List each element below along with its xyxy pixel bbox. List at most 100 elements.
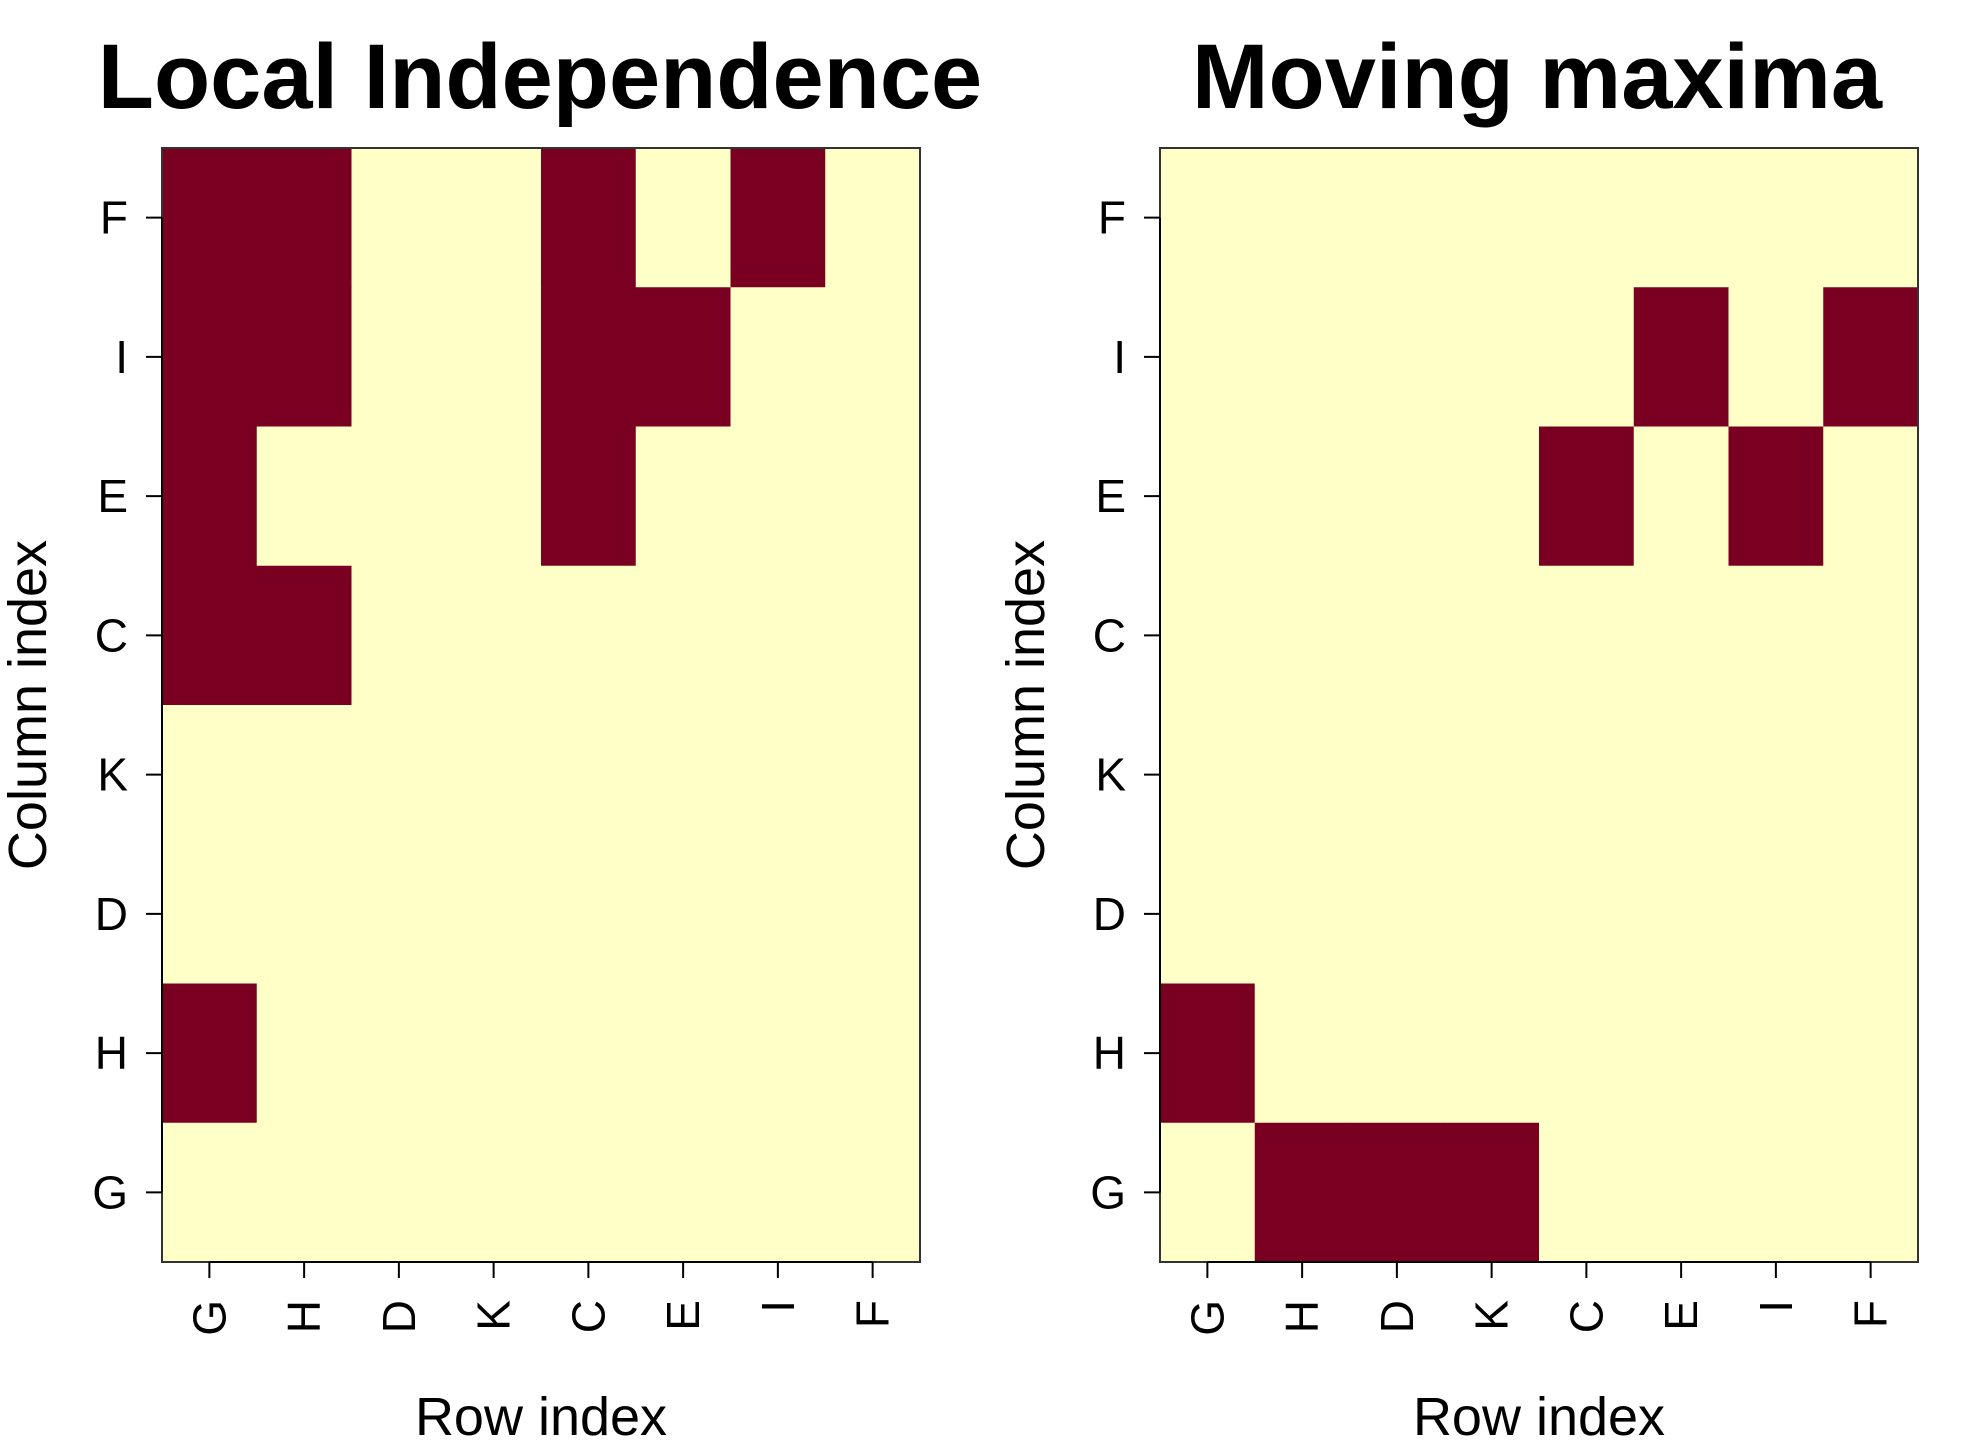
right-x-tick-label-C: C — [1560, 1300, 1612, 1333]
right-cell-F-H — [1254, 148, 1351, 288]
right-cell-C-E — [1633, 565, 1730, 706]
right-y-tick-label-E: E — [1095, 470, 1126, 522]
right-cell-D-C — [1539, 844, 1635, 985]
left-y-tick-label-F: F — [100, 192, 128, 244]
right-cell-G-I — [1728, 1122, 1824, 1263]
right-cell-C-G — [1160, 565, 1256, 706]
right-cell-C-I — [1728, 565, 1824, 706]
left-cell-D-C — [541, 844, 637, 985]
left-cell-I-D — [351, 287, 447, 428]
right-cell-D-H — [1254, 844, 1351, 985]
right-cell-E-G — [1160, 426, 1256, 567]
right-cell-D-G — [1160, 844, 1256, 985]
left-cell-D-I — [730, 844, 826, 985]
left-cell-E-K — [446, 426, 542, 567]
left-cell-H-K — [446, 983, 542, 1124]
right-cell-I-I — [1728, 287, 1824, 428]
left-cell-G-D — [351, 1122, 447, 1263]
right-cell-E-H — [1254, 426, 1351, 567]
left-cell-H-G — [162, 983, 258, 1124]
left-x-axis-label: Row index — [415, 1387, 667, 1440]
left-cell-F-F — [825, 148, 921, 288]
right-x-tick-label-H: H — [1276, 1300, 1328, 1333]
right-cell-H-I — [1728, 983, 1824, 1124]
left-cell-F-E — [635, 148, 732, 288]
left-cell-F-I — [730, 148, 826, 288]
right-x-tick-label-D: D — [1371, 1300, 1423, 1333]
left-y-tick-label-I: I — [115, 331, 128, 383]
left-cell-K-C — [541, 705, 637, 845]
left-title: Local Independence — [98, 26, 982, 128]
left-cell-E-I — [730, 426, 826, 567]
right-x-tick-label-K: K — [1466, 1300, 1518, 1331]
left-cell-D-D — [351, 844, 447, 985]
left-cell-K-D — [351, 705, 447, 845]
left-x-tick-label-G: G — [183, 1300, 235, 1336]
left-panel: Local Independence G H D K C E I F F I E C K D H G Row … — [0, 26, 982, 1440]
right-y-tick-label-I: I — [1113, 331, 1126, 383]
right-cell-H-F — [1823, 983, 1919, 1124]
left-y-tick-label-G: G — [92, 1166, 128, 1218]
right-title: Moving maxima — [1192, 26, 1883, 128]
right-cell-C-D — [1349, 565, 1445, 706]
left-cell-K-K — [446, 705, 542, 845]
right-axes: G H D K C E I F F I E C K D H G — [1090, 192, 1896, 1336]
right-cell-H-D — [1349, 983, 1445, 1124]
right-cell-H-E — [1633, 983, 1730, 1124]
left-x-tick-label-E: E — [657, 1300, 709, 1331]
left-cell-D-H — [256, 844, 353, 985]
right-cell-K-E — [1633, 705, 1730, 845]
right-cell-F-D — [1349, 148, 1445, 288]
left-x-tick-label-K: K — [468, 1300, 520, 1331]
right-cell-G-F — [1823, 1122, 1919, 1263]
left-y-tick-label-K: K — [97, 749, 128, 801]
right-cell-G-K — [1444, 1122, 1540, 1263]
right-y-axis-label: Column index — [996, 540, 1056, 870]
left-cell-G-I — [730, 1122, 826, 1263]
left-cell-C-G — [162, 565, 258, 706]
left-y-tick-label-E: E — [97, 470, 128, 522]
left-cell-C-D — [351, 565, 447, 706]
right-cell-D-K — [1444, 844, 1540, 985]
left-cell-I-I — [730, 287, 826, 428]
right-cell-K-F — [1823, 705, 1919, 845]
right-cell-F-C — [1539, 148, 1635, 288]
right-cell-I-D — [1349, 287, 1445, 428]
right-x-tick-label-E: E — [1655, 1300, 1707, 1331]
left-cell-I-C — [541, 287, 637, 428]
left-cell-E-G — [162, 426, 258, 567]
left-cell-H-H — [256, 983, 353, 1124]
right-cell-K-H — [1254, 705, 1351, 845]
right-x-axis-label: Row index — [1413, 1387, 1665, 1440]
left-cell-F-H — [256, 148, 353, 288]
right-cell-K-G — [1160, 705, 1256, 845]
left-heatmap-cells — [162, 148, 921, 1263]
left-cell-I-G — [162, 287, 258, 428]
left-x-tick-label-D: D — [373, 1300, 425, 1333]
left-cell-F-D — [351, 148, 447, 288]
right-x-tick-label-F: F — [1845, 1300, 1897, 1328]
left-cell-C-I — [730, 565, 826, 706]
left-cell-C-F — [825, 565, 921, 706]
left-cell-E-C — [541, 426, 637, 567]
left-cell-H-D — [351, 983, 447, 1124]
right-cell-F-G — [1160, 148, 1256, 288]
right-cell-D-I — [1728, 844, 1824, 985]
left-cell-F-G — [162, 148, 258, 288]
left-cell-K-H — [256, 705, 353, 845]
left-x-tick-label-H: H — [278, 1300, 330, 1333]
left-cell-D-G — [162, 844, 258, 985]
right-cell-I-G — [1160, 287, 1256, 428]
right-cell-H-G — [1160, 983, 1256, 1124]
right-cell-H-C — [1539, 983, 1635, 1124]
left-cell-K-E — [635, 705, 732, 845]
left-cell-G-F — [825, 1122, 921, 1263]
right-cell-G-H — [1254, 1122, 1351, 1263]
right-cell-F-K — [1444, 148, 1540, 288]
left-cell-H-C — [541, 983, 637, 1124]
right-cell-I-H — [1254, 287, 1351, 428]
left-cell-I-H — [256, 287, 353, 428]
right-cell-I-C — [1539, 287, 1635, 428]
right-cell-C-K — [1444, 565, 1540, 706]
left-cell-G-G — [162, 1122, 258, 1263]
